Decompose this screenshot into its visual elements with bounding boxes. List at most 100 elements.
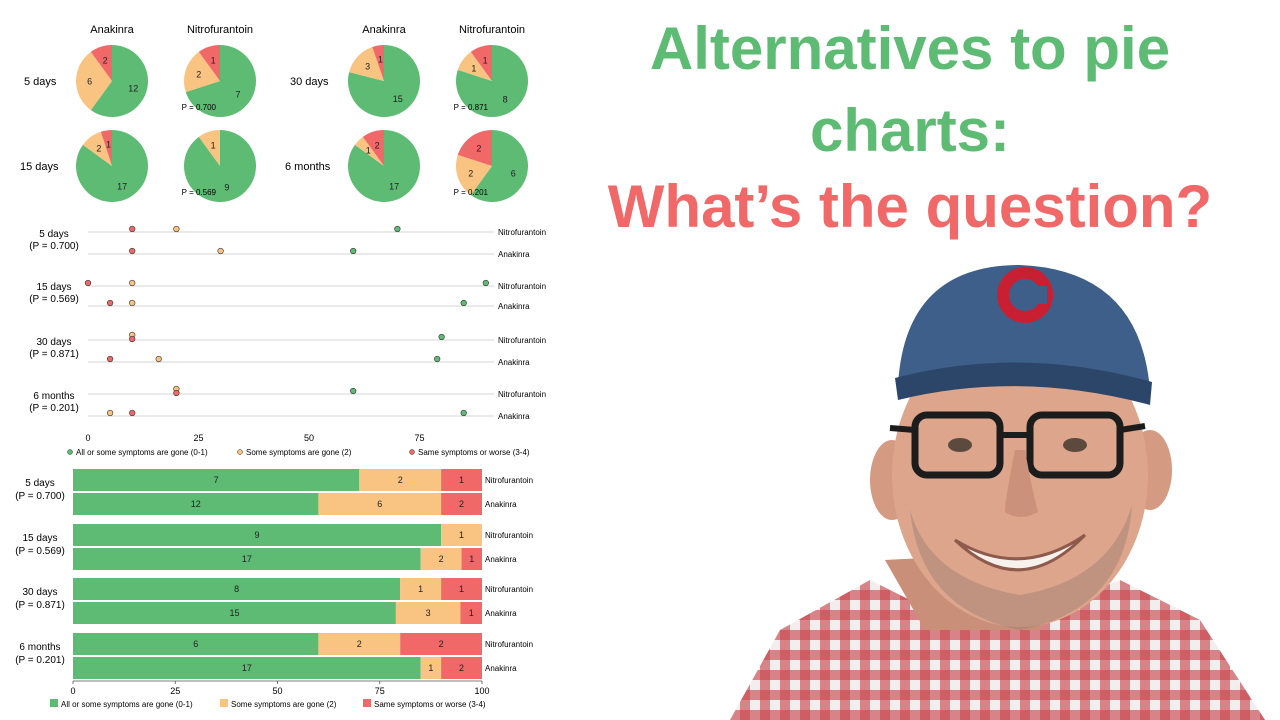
dot-point xyxy=(106,299,114,307)
bar-row-label: Nitrofurantoin xyxy=(485,531,533,540)
dot-legend-marker xyxy=(409,449,415,455)
dot-x-tick-label: 0 xyxy=(85,433,90,443)
pie-slice-label: 17 xyxy=(389,181,399,191)
dot-point xyxy=(84,279,92,287)
dot-point xyxy=(106,409,114,417)
bar-segment-label: 9 xyxy=(255,530,260,540)
bar-group-p-value: (P = 0.700) xyxy=(15,491,65,502)
bar-legend-swatch xyxy=(220,699,228,707)
pie-slice-label: 1 xyxy=(211,140,216,150)
bar-x-tick-label: 50 xyxy=(272,686,282,696)
bar-row-label: Anakinra xyxy=(485,500,517,509)
dot-row-label: Anakinra xyxy=(498,302,530,311)
pie-slice xyxy=(184,51,220,93)
bar-segment xyxy=(400,578,442,600)
bar-segment-label: 8 xyxy=(234,584,239,594)
dot-point xyxy=(460,299,467,307)
bar-segment xyxy=(73,548,421,570)
bar-segment xyxy=(460,602,482,624)
pie-slice xyxy=(100,130,112,166)
headline-line-3: What’s the question? xyxy=(607,173,1213,240)
pie-slice-label: 2 xyxy=(468,168,473,178)
pie-row-label: 15 days xyxy=(20,161,59,173)
bar-segment-label: 1 xyxy=(469,608,474,618)
bar-segment-label: 17 xyxy=(242,554,252,564)
pie-slice-label: 1 xyxy=(366,146,371,156)
pie-slice xyxy=(90,45,112,81)
pie-slice-label: 6 xyxy=(87,77,92,87)
pie-slice-label: 2 xyxy=(103,55,108,65)
pie-p-value: P = 0.700 xyxy=(182,103,217,112)
dot-x-tick-label: 25 xyxy=(193,433,203,443)
bar-segment-label: 1 xyxy=(428,663,433,673)
pie-slice xyxy=(470,45,492,81)
bar-row-label: Nitrofurantoin xyxy=(485,640,533,649)
bar-row-label: Nitrofurantoin xyxy=(485,585,533,594)
pie-slice-label: 12 xyxy=(128,83,138,93)
bar-row-label: Anakinra xyxy=(485,555,517,564)
bar-x-tick-label: 75 xyxy=(375,686,385,696)
pie-column-header: Nitrofurantoin xyxy=(187,24,253,36)
dot-group-p-value: (P = 0.569) xyxy=(29,294,79,305)
pie-slice-label: 2 xyxy=(476,143,481,153)
dot-point xyxy=(129,335,136,343)
dot-group-label: 6 months xyxy=(33,391,74,402)
bar-segment-label: 2 xyxy=(459,499,464,509)
pie-p-value: P = 0.201 xyxy=(454,188,489,197)
pie-slice-label: 2 xyxy=(96,143,101,153)
dot-point xyxy=(173,389,180,397)
bar-segment-label: 2 xyxy=(357,639,362,649)
bar-segment-label: 15 xyxy=(229,608,239,618)
bar-segment-label: 6 xyxy=(377,499,382,509)
dot-x-tick-label: 50 xyxy=(304,433,314,443)
bar-legend-label: Same symptoms or worse (3-4) xyxy=(374,700,486,709)
bar-segment-label: 2 xyxy=(459,663,464,673)
bar-segment xyxy=(400,633,482,655)
dot-point xyxy=(129,247,136,255)
bar-segment xyxy=(441,524,482,546)
pie-slice-label: 2 xyxy=(375,140,380,150)
bar-legend-label: Some symptoms are gone (2) xyxy=(231,700,337,709)
dot-point xyxy=(129,299,136,307)
bar-segment xyxy=(73,633,319,655)
dot-row-label: Anakinra xyxy=(498,412,530,421)
pie-slice xyxy=(349,46,384,81)
pie-p-value: P = 0.871 xyxy=(454,103,489,112)
bar-segment xyxy=(441,657,482,679)
bar-segment-label: 1 xyxy=(459,475,464,485)
pie-slice xyxy=(82,131,112,166)
bar-segment-label: 7 xyxy=(214,475,219,485)
bar-segment xyxy=(73,602,396,624)
dot-point xyxy=(129,409,136,417)
bar-group-label: 5 days xyxy=(25,478,54,489)
bar-segment xyxy=(73,524,442,546)
bar-segment xyxy=(461,548,482,570)
pie-slice xyxy=(470,130,528,202)
pie-slice xyxy=(348,130,421,203)
dot-group-label: 30 days xyxy=(36,337,71,348)
dot-legend-label: Some symptoms are gone (2) xyxy=(246,448,352,457)
dot-point xyxy=(217,247,224,255)
bar-segment-label: 2 xyxy=(439,639,444,649)
pie-slice xyxy=(198,45,220,81)
pie-slice xyxy=(457,51,492,81)
bar-group-p-value: (P = 0.569) xyxy=(15,546,65,557)
bar-legend-swatch xyxy=(363,699,371,707)
pie-slice-label: 1 xyxy=(211,55,216,65)
pie-slice xyxy=(455,44,529,117)
pie-slice xyxy=(372,45,384,81)
dot-point xyxy=(434,355,441,363)
pie-slice-label: 1 xyxy=(378,54,383,64)
dot-point xyxy=(438,333,445,341)
bar-segment-label: 6 xyxy=(193,639,198,649)
bar-segment xyxy=(395,602,461,624)
bar-segment xyxy=(420,657,442,679)
bar-row-label: Anakinra xyxy=(485,664,517,673)
dot-row-label: Nitrofurantoin xyxy=(498,336,546,345)
pie-slice-label: 1 xyxy=(471,63,476,73)
dot-row-label: Anakinra xyxy=(498,358,530,367)
charts-panel: Anakinra Nitrofurantoin Anakinra Nitrofuran… xyxy=(15,24,546,709)
bar-group-p-value: (P = 0.871) xyxy=(15,600,65,611)
bar-legend-swatch xyxy=(50,699,58,707)
dot-point xyxy=(106,355,114,363)
